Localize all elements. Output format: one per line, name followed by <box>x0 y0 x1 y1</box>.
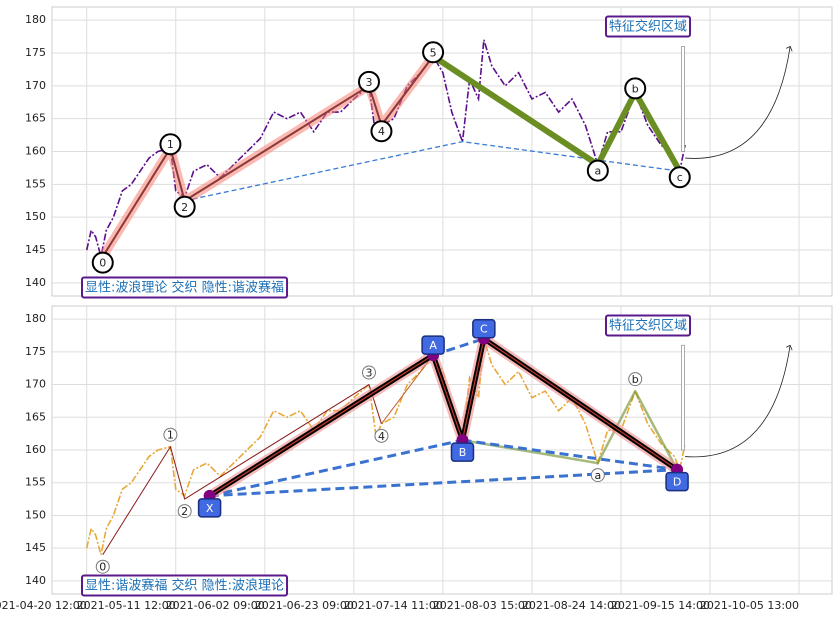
harmonic-leg <box>462 438 678 472</box>
wave-label: 4 <box>378 430 385 443</box>
wave-point <box>91 251 114 274</box>
y-tick-label: 140 <box>25 276 46 289</box>
wave-line <box>431 53 683 173</box>
price-line <box>85 338 686 555</box>
y-tick-label: 140 <box>25 574 46 587</box>
x-tick-label: 2021-08-24 14:00 <box>522 599 621 612</box>
wave-point <box>361 365 376 380</box>
wave-label: a <box>594 165 601 178</box>
x-tick-label: 2021-06-23 09:00 <box>255 599 354 612</box>
y-tick-label: 155 <box>25 177 46 190</box>
y-tick-label: 145 <box>25 541 46 554</box>
marker-bar <box>681 46 685 152</box>
wave-label: 4 <box>378 125 385 138</box>
y-tick-label: 160 <box>25 443 46 456</box>
x-tick-label: 2021-04-20 12:00 <box>0 599 87 612</box>
wave-point <box>586 159 609 182</box>
annotation-label: 特征交织区域 <box>609 318 687 334</box>
y-tick-label: 175 <box>25 46 46 59</box>
annotation-box <box>81 574 289 597</box>
wave-label: 5 <box>430 46 437 59</box>
annotation-label: 显性:波浪理论 交织 隐性:谐波赛福 <box>85 280 284 296</box>
wave-label: b <box>632 373 639 386</box>
harmonic-label: B <box>459 446 467 459</box>
x-tick-label: 2021-07-14 11:00 <box>344 599 443 612</box>
y-tick-label: 165 <box>25 410 46 423</box>
projection-head <box>785 344 793 351</box>
harmonic-box <box>472 318 496 339</box>
marker-bar <box>681 344 685 451</box>
y-tick-label: 170 <box>25 79 46 92</box>
wave-point <box>628 372 643 387</box>
y-tick-label: 180 <box>25 13 46 26</box>
x-tick-label: 2021-08-03 15:00 <box>433 599 532 612</box>
annotation-box <box>604 314 692 337</box>
wave-label: 3 <box>365 367 372 380</box>
projection-head <box>785 45 793 52</box>
x-tick-label: 2021-05-11 12:00 <box>77 599 176 612</box>
wave-point <box>422 41 445 64</box>
harmonic-box <box>197 498 222 518</box>
wave-label: b <box>632 82 639 95</box>
y-tick-label: 145 <box>25 243 46 256</box>
wave-point <box>95 559 110 574</box>
wave-point <box>668 166 691 189</box>
wave-label: 2 <box>181 201 188 214</box>
y-tick-label: 155 <box>25 476 46 489</box>
harmonic-box <box>421 335 445 355</box>
y-tick-label: 170 <box>25 378 46 391</box>
wave-point <box>370 120 393 143</box>
wave-label: 3 <box>365 76 372 89</box>
wave-label: a <box>594 469 601 482</box>
wave-point <box>173 195 196 218</box>
annotation-label: 特征交织区域 <box>609 19 687 35</box>
x-tick-label: 2021-06-02 09:00 <box>166 599 265 612</box>
harmonic-label: C <box>480 323 488 336</box>
wave-line <box>101 55 434 258</box>
projection <box>685 345 791 458</box>
harmonic-label: D <box>673 476 681 489</box>
projection <box>685 46 791 159</box>
wave-point <box>590 468 605 483</box>
harmonic-box <box>450 442 475 462</box>
wave-point <box>624 77 647 100</box>
harmonic-leg <box>209 468 678 498</box>
wave-label: 2 <box>181 505 188 518</box>
wave-point <box>159 133 182 156</box>
annotation-box <box>81 276 289 299</box>
support-line <box>184 140 680 202</box>
y-tick-label: 150 <box>25 508 46 521</box>
wave-point <box>357 70 380 93</box>
wave-label: 0 <box>99 561 106 574</box>
wave-label: 1 <box>167 429 174 442</box>
y-tick-label: 150 <box>25 210 46 223</box>
wave-label: 0 <box>99 257 106 270</box>
wave-label: 1 <box>167 138 174 151</box>
harmonic-box <box>665 471 689 492</box>
y-tick-label: 160 <box>25 145 46 158</box>
x-tick-label: 2021-09-15 14:00 <box>611 599 710 612</box>
wave-line <box>381 354 434 425</box>
annotation-box <box>604 15 692 38</box>
harmonic-label: A <box>429 339 437 352</box>
annotation-label: 显性:谐波赛福 交织 隐性:波浪理论 <box>85 578 284 594</box>
y-tick-label: 165 <box>25 112 46 125</box>
wave-point <box>374 428 389 443</box>
y-tick-label: 180 <box>25 312 46 325</box>
harmonic-label: X <box>206 502 214 515</box>
harmonic-leg <box>209 438 463 498</box>
wave-point <box>163 427 178 442</box>
x-tick-label: 2021-10-05 13:00 <box>700 599 799 612</box>
wave-label: c <box>677 171 683 184</box>
y-tick-label: 175 <box>25 345 46 358</box>
wave-point <box>177 504 192 519</box>
